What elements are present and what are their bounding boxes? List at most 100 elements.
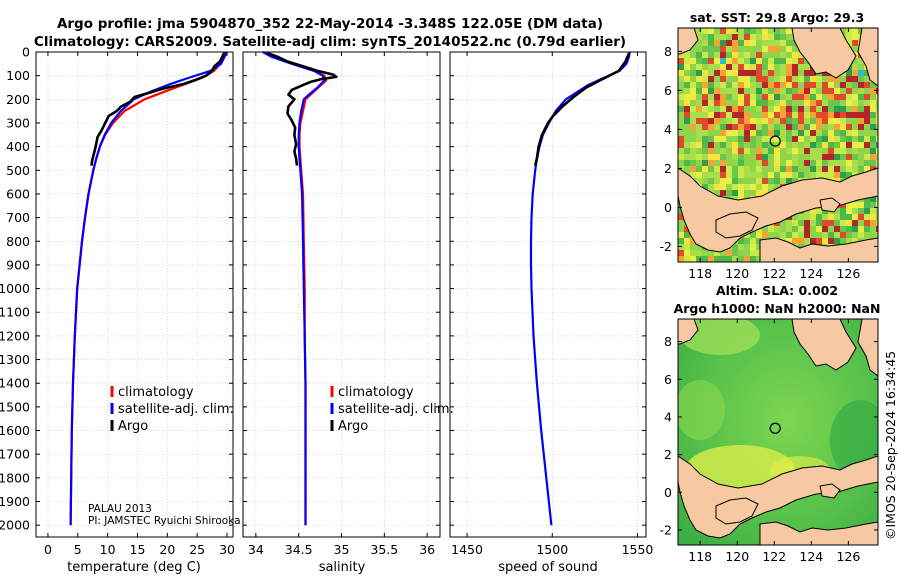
x-tick-label: 0 (44, 542, 52, 557)
series-satellite-adj-clim (529, 51, 631, 526)
x-tick-label: 15 (130, 542, 146, 557)
x-tick-label: 35.5 (370, 542, 398, 557)
chart-title-line2: Climatology: CARS2009. Satellite-adj cli… (34, 34, 626, 50)
y-tick-label: 100 (6, 68, 30, 83)
map-y-tick-label: 4 (664, 409, 672, 424)
sla-map-subtitle: Argo h1000: NaN h2000: NaN (674, 301, 881, 316)
y-tick-label: 1100 (0, 305, 30, 320)
sst-map: 118 120 122 124 126 8 6 4 2 0 -2 (660, 27, 879, 281)
y-tick-label: 1200 (0, 328, 30, 343)
x-tick-label: 25 (189, 542, 205, 557)
y-tick-label: 2000 (0, 518, 30, 533)
x-tick-label: 34 (248, 542, 264, 557)
series-climatology (265, 51, 328, 526)
chart-title-line1: Argo profile: jma 5904870_352 22-May-201… (57, 16, 603, 32)
sst-map-ticks: 118 120 122 124 126 8 6 4 2 0 -2 (660, 28, 878, 281)
argo-position-marker (769, 135, 781, 147)
sla-map-frame (677, 318, 879, 546)
sla-map-title: Altim. SLA: 0.002 (716, 283, 838, 298)
map-x-tick-label: 124 (799, 266, 823, 281)
x-tick-label: 1550 (622, 542, 654, 557)
map-x-tick-label: 120 (725, 266, 749, 281)
sst-land (678, 28, 878, 262)
sound-speed-panel: speed of sound 1450 1500 1550 (449, 51, 654, 575)
sound-speed-xlabel: speed of sound (498, 560, 598, 575)
sla-map: 118 120 122 124 126 8 6 4 2 0 -2 (660, 318, 879, 564)
sla-map-ticks: 118 120 122 124 126 8 6 4 2 0 -2 (660, 319, 878, 564)
legend-label-climatology: climatology (338, 385, 414, 400)
map-y-tick-label: 0 (664, 200, 672, 215)
salinity-xlabel: salinity (319, 560, 366, 575)
sla-features (678, 319, 878, 545)
y-tick-label: 1600 (0, 423, 30, 438)
argo-position-marker (769, 422, 781, 434)
y-tick-label: 1500 (0, 399, 30, 414)
x-tick-label: 5 (74, 542, 82, 557)
y-tick-label: 1300 (0, 352, 30, 367)
legend-temperature: climatology satellite-adj. clim. Argo (110, 385, 234, 434)
program-annotation: PALAU 2013 (88, 503, 152, 515)
y-tick-label: 400 (6, 139, 30, 154)
temperature-xlabel: temperature (deg C) (67, 560, 201, 575)
x-tick-label: 36 (419, 542, 435, 557)
grid (243, 51, 440, 537)
y-tick-label: 1400 (0, 376, 30, 391)
axes-frame (35, 51, 234, 538)
series-argo (533, 52, 631, 166)
series-satellite-adj-clim (262, 51, 326, 526)
salinity-panel: salinity 34 34.5 35 35.5 36 (242, 51, 441, 575)
y-tick-label: 1700 (0, 447, 30, 462)
map-y-tick-label: 4 (664, 122, 672, 137)
y-tick-label: 600 (6, 186, 30, 201)
legend-label-satellite: satellite-adj. clim. (338, 402, 454, 417)
map-x-tick-label: 118 (688, 266, 712, 281)
legend-salinity: climatology satellite-adj. clim. Argo (330, 385, 454, 434)
legend-label-satellite: satellite-adj. clim. (118, 402, 234, 417)
map-x-tick-label: 122 (762, 549, 786, 564)
map-y-tick-label: 6 (664, 83, 672, 98)
y-tick-label: 1900 (0, 494, 30, 509)
map-x-tick-label: 120 (725, 549, 749, 564)
map-y-tick-label: 2 (664, 161, 672, 176)
x-tick-label: 35 (334, 542, 350, 557)
x-tick-label: 30 (219, 542, 235, 557)
map-x-tick-label: 126 (836, 549, 860, 564)
sst-map-frame (677, 27, 879, 263)
y-tick-label: 800 (6, 234, 30, 249)
x-tick-label: 1500 (536, 542, 568, 557)
map-x-tick-label: 118 (688, 549, 712, 564)
series-argo (90, 52, 226, 166)
timestamp: ©IMOS 20-Sep-2024 16:34:45 (883, 351, 898, 540)
sst-map-title: sat. SST: 29.8 Argo: 29.3 (690, 10, 864, 25)
map-y-tick-label: -2 (660, 239, 672, 254)
axes-frame (449, 51, 647, 538)
x-tick-label: 20 (159, 542, 175, 557)
map-x-tick-label: 122 (762, 266, 786, 281)
y-tick-label: 1000 (0, 281, 30, 296)
x-tick-label: 34.5 (285, 542, 313, 557)
map-x-tick-label: 126 (836, 266, 860, 281)
x-tick-label: 10 (100, 542, 116, 557)
map-y-tick-label: 2 (664, 447, 672, 462)
y-tick-label: 0 (22, 45, 30, 60)
y-tick-label: 900 (6, 257, 30, 272)
map-y-tick-label: 6 (664, 372, 672, 387)
series-satellite-adj-clim (69, 51, 228, 526)
map-y-tick-label: 8 (664, 334, 672, 349)
legend-label-argo: Argo (338, 419, 368, 434)
map-y-tick-label: 0 (664, 485, 672, 500)
map-y-tick-label: 8 (664, 44, 672, 59)
y-tick-label: 300 (6, 115, 30, 130)
map-x-tick-label: 124 (799, 549, 823, 564)
legend-label-argo: Argo (118, 419, 148, 434)
map-y-tick-label: -2 (660, 522, 672, 537)
pi-annotation: PI: JAMSTEC Ryuichi Shirooka (88, 515, 241, 527)
x-tick-label: 1450 (451, 542, 483, 557)
series-argo (267, 51, 338, 166)
y-tick-label: 500 (6, 163, 30, 178)
y-tick-label: 700 (6, 210, 30, 225)
y-tick-label: 200 (6, 92, 30, 107)
y-tick-label: 1800 (0, 470, 30, 485)
legend-label-climatology: climatology (118, 385, 194, 400)
temperature-panel: temperature (deg C) 0 5 10 15 20 25 3001002003… (0, 45, 235, 576)
